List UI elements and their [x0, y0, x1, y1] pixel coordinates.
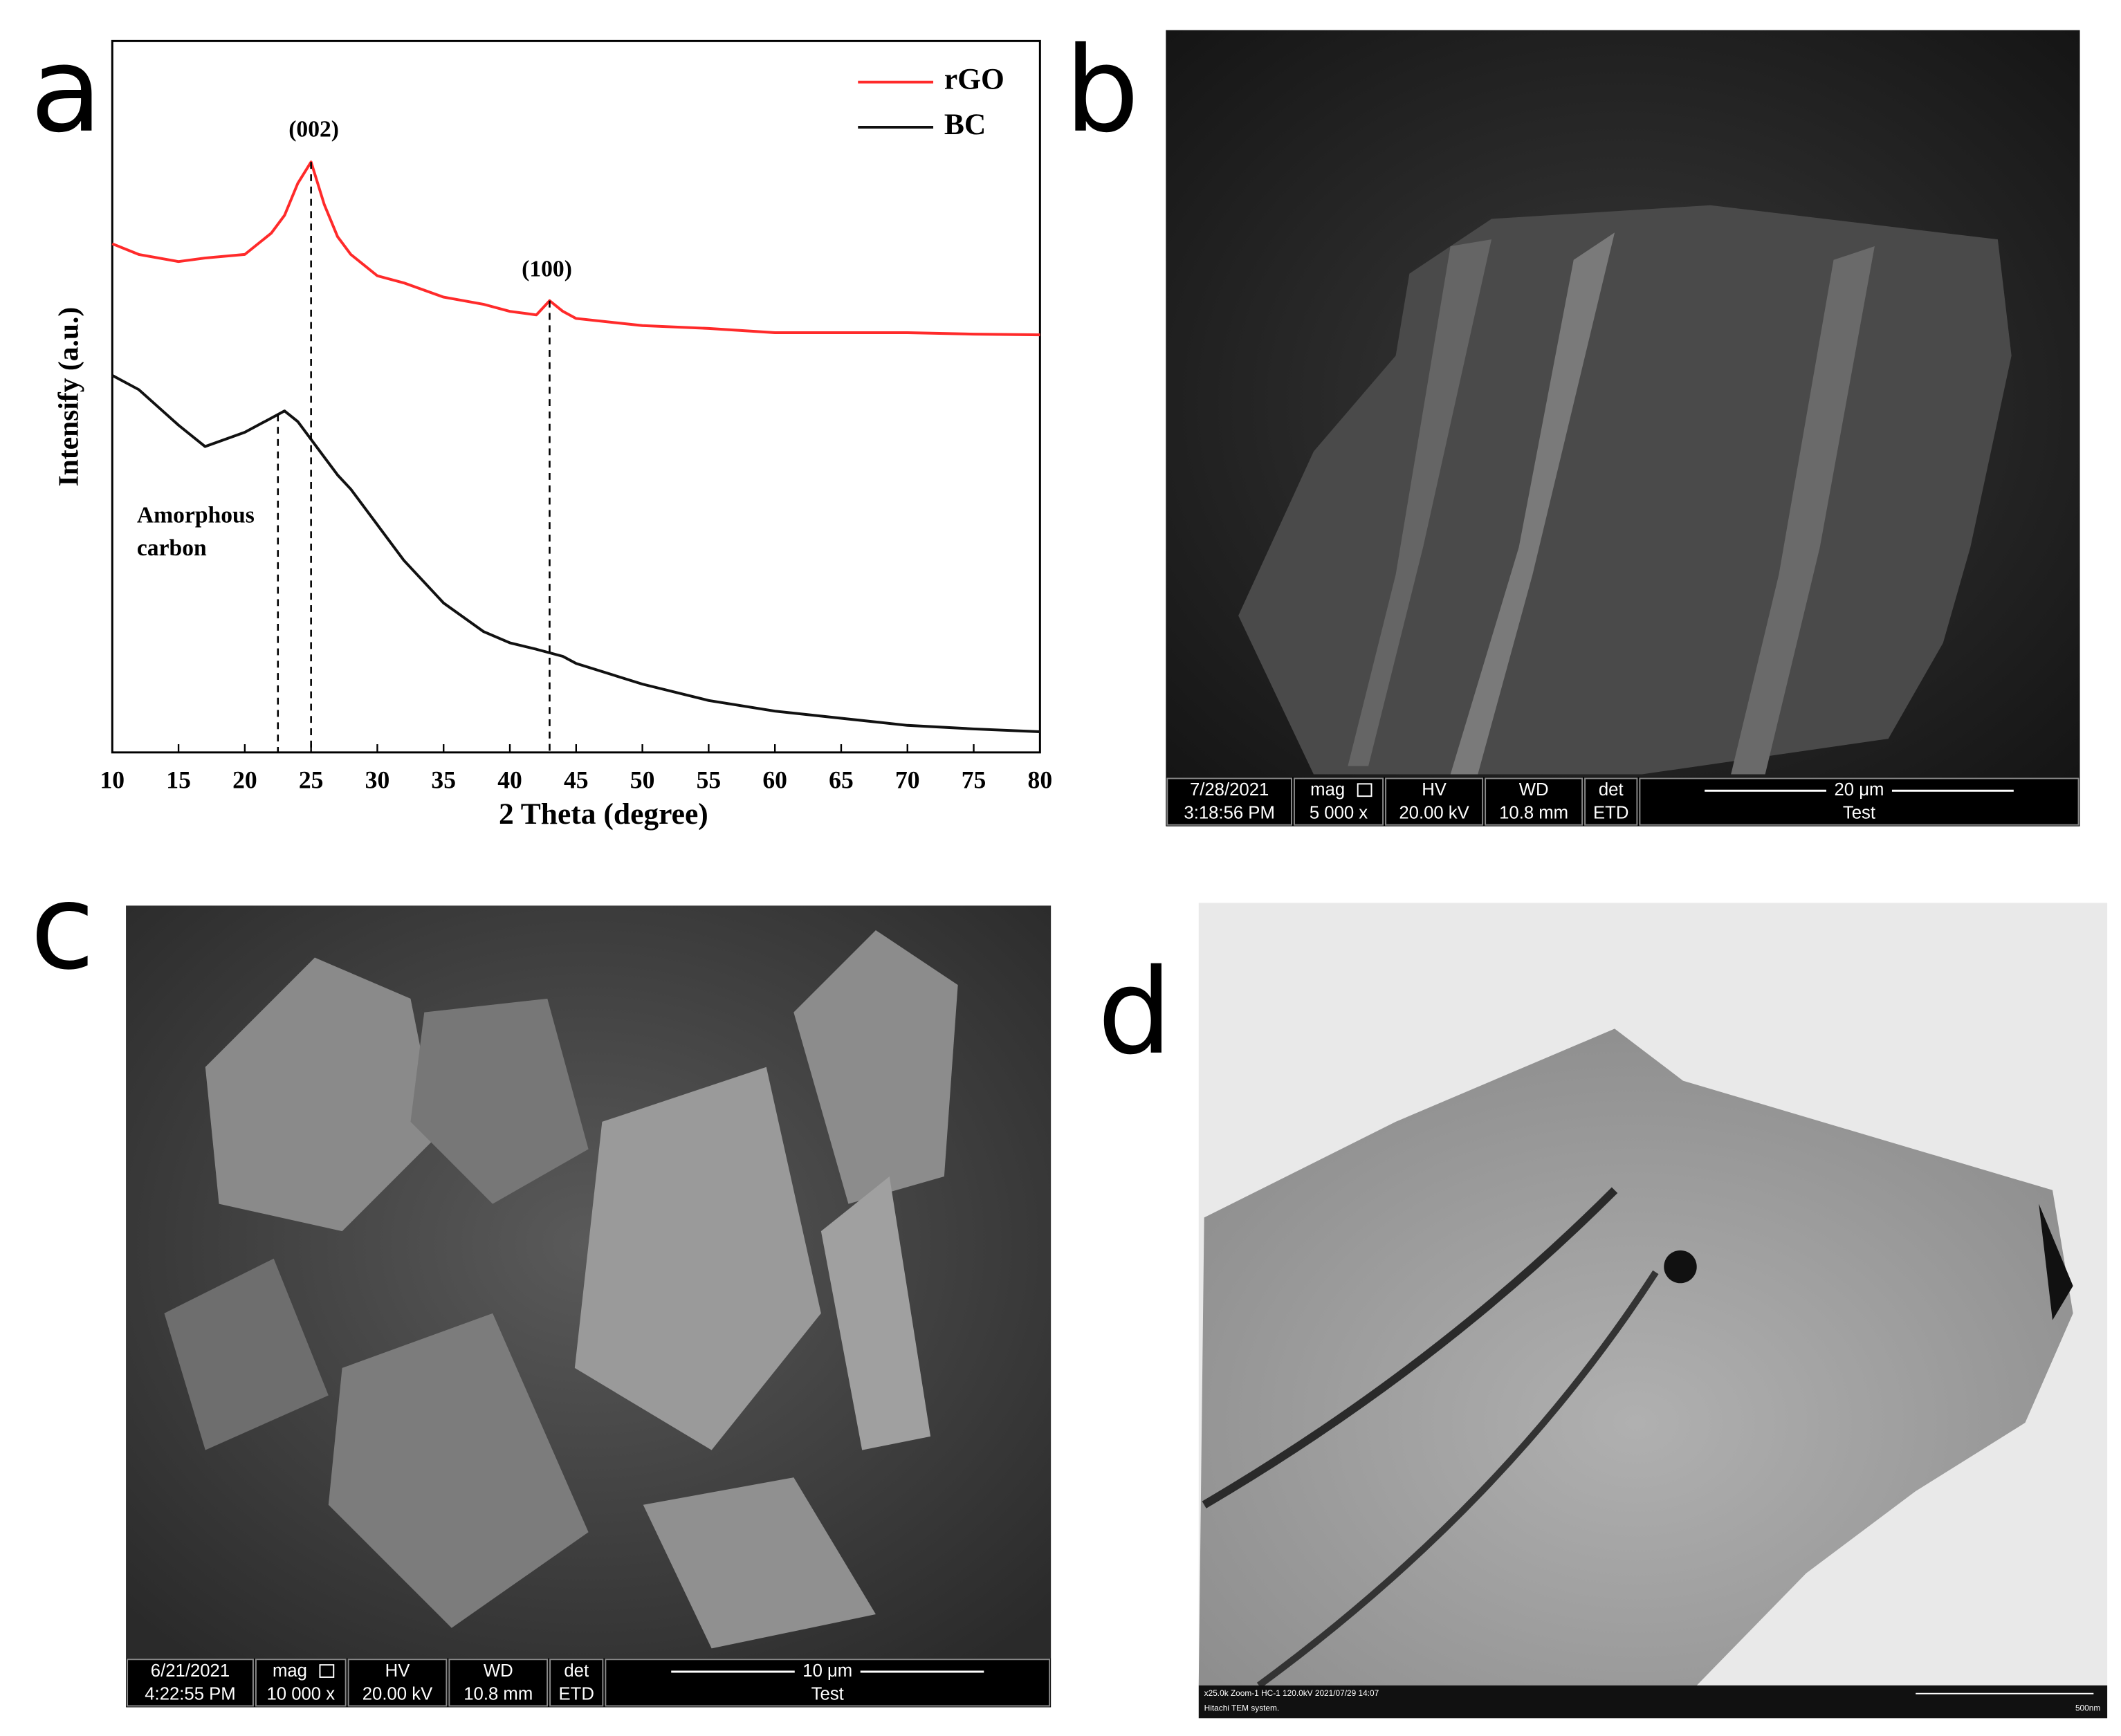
fold [1256, 1270, 1659, 1688]
scale-text-bg [1826, 779, 1892, 802]
info-text: ETD [559, 1684, 594, 1703]
info-text: mag [1310, 780, 1345, 800]
x-tick-label: 15 [166, 766, 191, 794]
info-text: 7/28/2021 [1190, 780, 1269, 800]
info-text: HV [385, 1661, 411, 1681]
info-cell [1584, 777, 1638, 826]
info-footer: Test [811, 1684, 844, 1703]
annotation: (100) [522, 256, 572, 281]
info-text: det [564, 1661, 589, 1681]
annotation: carbon [137, 535, 207, 561]
info-text: 10.8 mm [463, 1684, 533, 1703]
info-text: ETD [1593, 804, 1628, 823]
info-text: x25.0k Zoom-1 HC-1 120.0kV 2021/07/29 14… [1204, 1688, 1379, 1698]
info-bar [1198, 1685, 2108, 1719]
info-text: Hitachi TEM system. [1204, 1703, 1280, 1713]
info-text: det [1599, 780, 1624, 800]
fold [1202, 1187, 1618, 1508]
x-tick-label: 75 [962, 766, 986, 794]
info-text: 3:18:56 PM [1184, 804, 1274, 823]
x-axis-label: 2 Theta (degree) [499, 797, 708, 831]
particle [1664, 1250, 1697, 1284]
info-text: 20.00 kV [1399, 804, 1469, 823]
info-cell [127, 1659, 254, 1707]
series-line [111, 160, 1040, 337]
sheet [205, 957, 439, 1232]
info-bar [126, 1658, 1052, 1708]
panel-label: d [1097, 944, 1172, 1081]
info-cell [1293, 777, 1384, 826]
sheet [574, 1066, 821, 1450]
flake-ridge [1450, 232, 1615, 775]
info-text: 4:22:55 PM [145, 1684, 235, 1703]
flake-ridge [1348, 239, 1492, 766]
x-tick-label: 40 [497, 766, 522, 794]
info-text: 10.8 mm [1499, 804, 1568, 823]
info-text: HV [1422, 780, 1447, 800]
scale-text-bg [794, 1661, 861, 1683]
edge [2039, 1203, 2073, 1320]
legend-label: rGO [944, 63, 1004, 96]
x-tick-label: 35 [431, 766, 456, 794]
info-cell [1385, 777, 1484, 826]
scale-text: 10 μm [802, 1661, 852, 1681]
mag-icon [319, 1664, 335, 1678]
sheet [410, 998, 589, 1204]
info-cell [1485, 777, 1583, 826]
info-cell [605, 1659, 1051, 1707]
info-cell [255, 1659, 347, 1707]
annotation: (002) [288, 117, 339, 142]
sheet [820, 1176, 931, 1450]
info-cell [347, 1659, 448, 1707]
annotation: Amorphous [137, 502, 255, 528]
info-text: 6/21/2021 [151, 1661, 230, 1681]
series-line [111, 374, 1040, 734]
panel-label: c [30, 859, 95, 996]
x-tick-label: 50 [630, 766, 655, 794]
panel-label: b [1065, 22, 1139, 159]
info-cell [448, 1659, 549, 1707]
info-bar [1166, 777, 2080, 827]
flake [1198, 1028, 2073, 1686]
scale-text: 500nm [2075, 1703, 2100, 1713]
y-axis-label: Intensify (a.u.) [52, 307, 84, 486]
flake [1238, 205, 2012, 775]
info-text: 10 000 x [266, 1684, 335, 1703]
x-tick-label: 25 [299, 766, 324, 794]
sheet [164, 1258, 329, 1450]
scale-text: 20 μm [1835, 780, 1884, 800]
info-cell [1639, 777, 2079, 826]
x-tick-label: 80 [1028, 766, 1053, 794]
x-tick-label: 70 [895, 766, 920, 794]
sheet [328, 1313, 589, 1628]
mag-icon [1357, 783, 1372, 797]
panel-label: a [30, 22, 102, 159]
info-cell [549, 1659, 604, 1707]
x-tick-label: 45 [564, 766, 589, 794]
x-tick-label: 30 [365, 766, 390, 794]
sheet [793, 930, 958, 1204]
info-cell [1166, 777, 1292, 826]
flake-ridge [1731, 246, 1875, 775]
x-tick-label: 20 [232, 766, 257, 794]
info-text: WD [1519, 780, 1549, 800]
x-tick-label: 55 [697, 766, 722, 794]
x-tick-label: 10 [100, 766, 125, 794]
sheet [643, 1477, 876, 1649]
info-text: WD [484, 1661, 513, 1681]
info-footer: Test [1843, 804, 1875, 823]
legend-label: BC [944, 108, 986, 141]
plot-frame [111, 39, 1041, 754]
info-text: 5 000 x [1310, 804, 1368, 823]
info-text: 20.00 kV [362, 1684, 433, 1703]
info-text: mag [273, 1661, 307, 1681]
x-tick-label: 65 [829, 766, 854, 794]
x-tick-label: 60 [762, 766, 787, 794]
